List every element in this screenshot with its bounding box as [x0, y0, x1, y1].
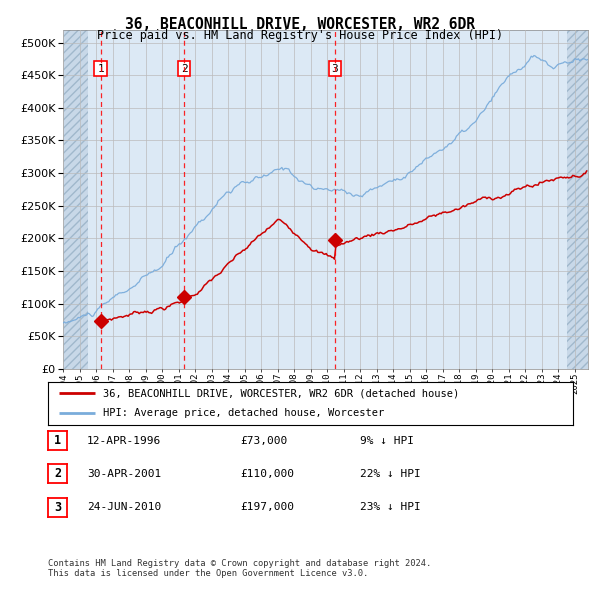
Text: £73,000: £73,000 [240, 436, 287, 445]
Text: 1: 1 [97, 64, 104, 74]
Text: Contains HM Land Registry data © Crown copyright and database right 2024.
This d: Contains HM Land Registry data © Crown c… [48, 559, 431, 578]
Text: 2: 2 [181, 64, 187, 74]
Text: £197,000: £197,000 [240, 503, 294, 512]
Bar [63, 30, 88, 369]
Text: 2: 2 [54, 467, 61, 480]
Text: 9% ↓ HPI: 9% ↓ HPI [360, 436, 414, 445]
Text: £110,000: £110,000 [240, 469, 294, 478]
Text: 22% ↓ HPI: 22% ↓ HPI [360, 469, 421, 478]
Text: 36, BEACONHILL DRIVE, WORCESTER, WR2 6DR: 36, BEACONHILL DRIVE, WORCESTER, WR2 6DR [125, 17, 475, 31]
Text: HPI: Average price, detached house, Worcester: HPI: Average price, detached house, Worc… [103, 408, 385, 418]
Text: 24-JUN-2010: 24-JUN-2010 [87, 503, 161, 512]
Text: 1: 1 [54, 434, 61, 447]
Text: 3: 3 [332, 64, 338, 74]
Text: 23% ↓ HPI: 23% ↓ HPI [360, 503, 421, 512]
Text: 30-APR-2001: 30-APR-2001 [87, 469, 161, 478]
Text: 12-APR-1996: 12-APR-1996 [87, 436, 161, 445]
Bar [566, 30, 588, 369]
Text: 36, BEACONHILL DRIVE, WORCESTER, WR2 6DR (detached house): 36, BEACONHILL DRIVE, WORCESTER, WR2 6DR… [103, 388, 460, 398]
Text: 3: 3 [54, 501, 61, 514]
Text: Price paid vs. HM Land Registry's House Price Index (HPI): Price paid vs. HM Land Registry's House … [97, 30, 503, 42]
